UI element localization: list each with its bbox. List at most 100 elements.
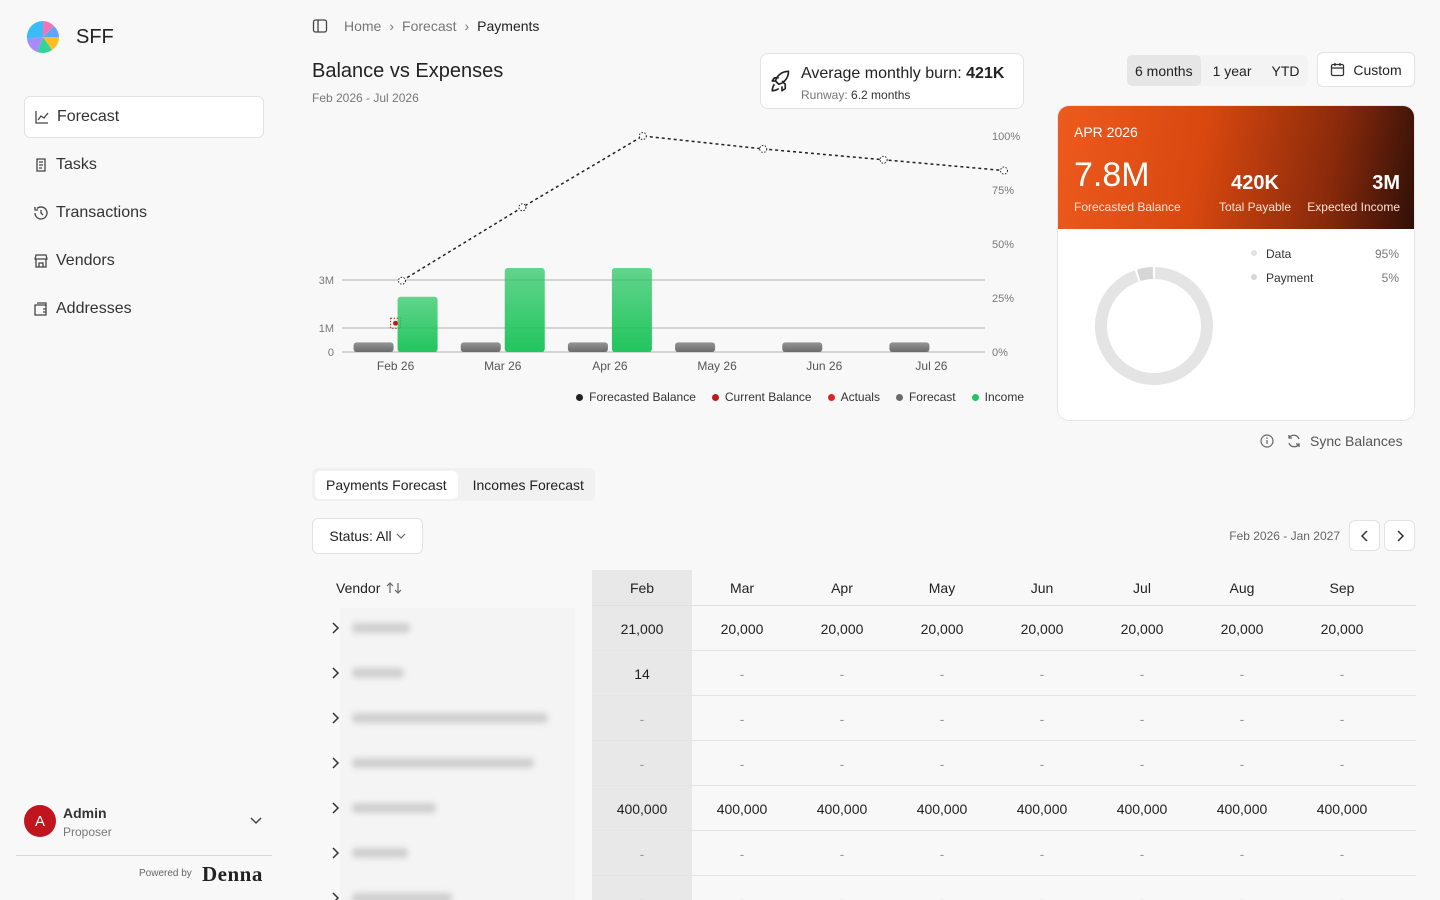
legend-item[interactable]: Income [971, 390, 1024, 404]
prev-button[interactable] [1349, 520, 1380, 551]
cell-value: - [939, 891, 945, 900]
cell-value: - [1339, 891, 1345, 900]
expand-chevron[interactable] [330, 622, 340, 634]
legend-value: 95% [1375, 247, 1399, 261]
chevron-path [332, 847, 340, 859]
brand-name: SFF [76, 26, 114, 48]
crumb: Payments [477, 18, 540, 34]
nav-item[interactable]: Forecast [24, 96, 264, 138]
bar [675, 342, 716, 352]
user-role: Proposer [63, 825, 112, 839]
cell-value: - [739, 711, 745, 727]
nav-icon [34, 206, 48, 220]
legend-value: 5% [1382, 271, 1400, 285]
line-point [1000, 166, 1008, 175]
redacted-vendor [352, 893, 452, 900]
cell-value: 400,000 [616, 801, 668, 817]
cell-value: 400,000 [1316, 801, 1368, 817]
status-filter[interactable]: Status: All [312, 518, 423, 554]
redacted-vendor [352, 758, 534, 768]
crumb-separator: › [389, 18, 395, 34]
refresh-icon [1288, 434, 1300, 448]
donut-slice [1136, 267, 1154, 282]
range-option[interactable]: 1 year [1212, 62, 1252, 79]
divider [16, 855, 272, 856]
expand-chevron[interactable] [330, 712, 340, 724]
nav-label: Tasks [56, 156, 97, 173]
legend-item[interactable]: Actuals [827, 390, 880, 404]
legend-item[interactable]: Current Balance [711, 390, 812, 404]
nav-label: Vendors [56, 252, 115, 269]
bar [397, 296, 438, 352]
legend-swatch [1251, 274, 1257, 280]
bar [611, 268, 652, 352]
expand-chevron[interactable] [330, 757, 340, 769]
tab[interactable]: Payments Forecast [315, 471, 458, 499]
bar [567, 342, 608, 352]
chevron-path [332, 712, 340, 724]
cell-value: - [839, 891, 845, 900]
nav-label: Addresses [56, 300, 132, 317]
cell-value: - [1239, 846, 1245, 862]
cell-value: - [1139, 891, 1145, 900]
cell-value: - [939, 711, 945, 727]
redacted-vendor [352, 668, 404, 678]
legend-item[interactable]: Forecasted Balance [576, 390, 696, 404]
expand-chevron[interactable] [330, 802, 340, 814]
custom-button[interactable]: Custom [1317, 52, 1415, 87]
cell-value: - [1339, 711, 1345, 727]
row-rule [592, 785, 1416, 786]
y2-tick-label: 0% [992, 347, 1008, 359]
cell-value: - [739, 666, 745, 682]
cell-value: - [839, 846, 845, 862]
header-rule [592, 605, 1416, 606]
expand-chevron[interactable] [330, 847, 340, 859]
sidebar-toggle[interactable] [312, 18, 328, 34]
cell-value: - [739, 756, 745, 772]
legend-label: Data [1266, 247, 1292, 261]
expand-chevron[interactable] [330, 667, 340, 679]
nav-item[interactable]: Addresses [24, 288, 264, 330]
cell-value: 20,000 [1220, 621, 1264, 637]
sync[interactable]: Sync Balances [1260, 433, 1403, 449]
nav-label: Transactions [56, 204, 147, 221]
chevron-path [332, 802, 340, 814]
y-tick-label: 3M [319, 275, 334, 287]
nav-item[interactable]: Vendors [24, 240, 264, 282]
metric-label: Forecasted Balance [1074, 200, 1181, 214]
legend-swatch [827, 394, 835, 401]
current-column-bg [592, 570, 692, 900]
user-menu-chevron[interactable] [249, 815, 263, 827]
bar [353, 342, 394, 352]
cell-value: 400,000 [1116, 801, 1168, 817]
chart-title: Balance vs Expenses [312, 60, 504, 82]
cell-value: 20,000 [1320, 621, 1364, 637]
tab[interactable]: Incomes Forecast [472, 476, 584, 493]
avatar[interactable]: A [24, 805, 56, 837]
cell-value: - [1339, 666, 1345, 682]
cell-value: - [939, 666, 945, 682]
x-tick-label: Feb 26 [377, 359, 415, 373]
crumb[interactable]: Home [344, 18, 382, 34]
cell-value: - [1239, 756, 1245, 772]
nav-item[interactable]: Transactions [24, 192, 264, 234]
legend-swatch [895, 394, 903, 401]
crumb[interactable]: Forecast [402, 18, 457, 34]
range-option[interactable]: 6 months [1127, 55, 1201, 86]
vendor-header[interactable]: Vendor [336, 580, 402, 596]
legend-item[interactable]: Forecast [895, 390, 956, 404]
legend-label: Current Balance [724, 390, 812, 404]
next-button[interactable] [1384, 520, 1415, 551]
range-option[interactable]: YTD [1271, 62, 1300, 79]
y2-tick-label: 25% [992, 293, 1014, 305]
cell-value: 400,000 [1016, 801, 1068, 817]
redacted-vendor [352, 623, 410, 633]
cell-value: - [839, 756, 845, 772]
nav-item[interactable]: Tasks [24, 144, 264, 186]
tabs: Payments Forecast Incomes Forecast [312, 468, 595, 501]
line-point [638, 132, 647, 140]
expand-chevron[interactable] [330, 892, 340, 900]
chevron-path [332, 622, 340, 634]
nav-label: Forecast [57, 108, 120, 125]
